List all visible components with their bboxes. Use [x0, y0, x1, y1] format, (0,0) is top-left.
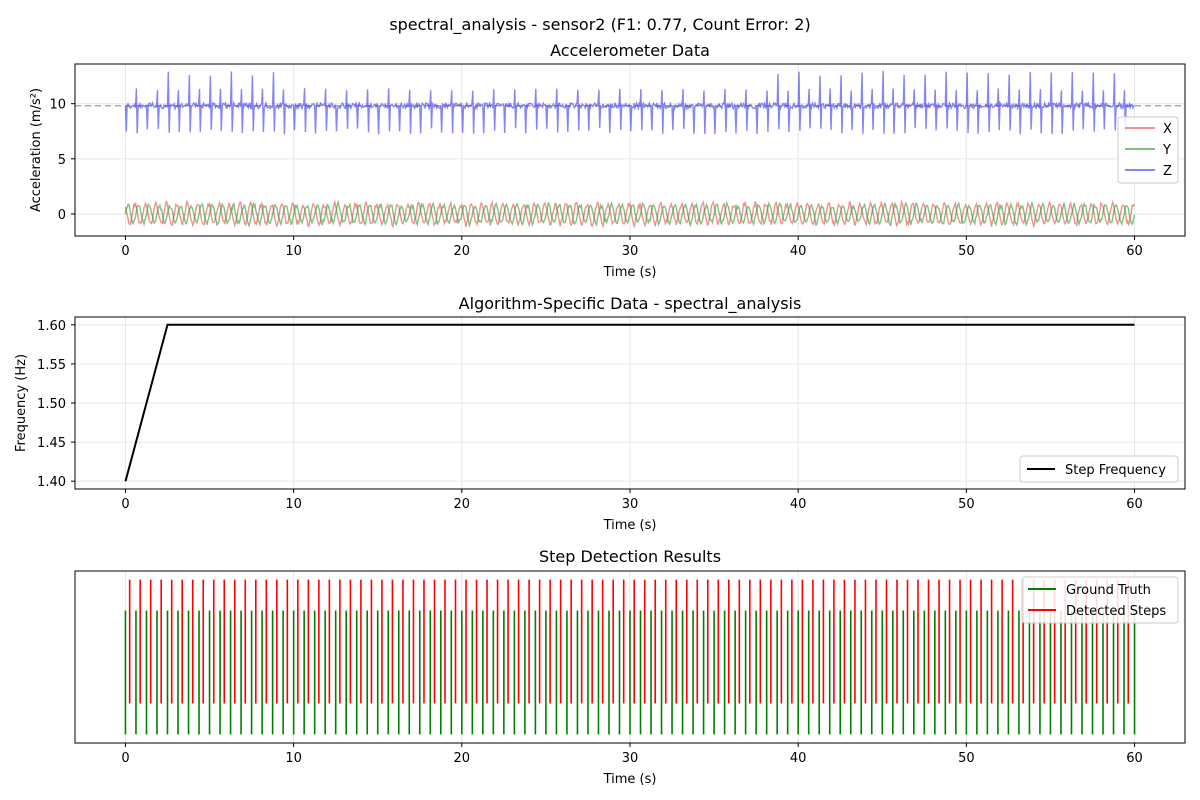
x-tick-label: 0 — [121, 497, 129, 512]
frequency-xlabel: Time (s) — [603, 518, 657, 533]
y-tick-label: 1.60 — [37, 319, 66, 334]
y-tick-label: 1.40 — [37, 475, 66, 490]
y-axis-signal — [124, 199, 1136, 229]
x-tick-label: 40 — [790, 244, 807, 259]
x-tick-label: 30 — [622, 751, 639, 766]
x-tick-label: 0 — [121, 751, 129, 766]
step-detection-legend: Ground Truth Detected Steps — [1021, 576, 1179, 624]
y-tick-label: 0 — [58, 208, 66, 223]
frequency-panel: Algorithm-Specific Data - spectral_analy… — [14, 294, 1186, 533]
x-tick-label: 10 — [285, 497, 302, 512]
step-detection-title: Step Detection Results — [539, 547, 721, 566]
frequency-legend: Step Frequency — [1019, 455, 1179, 483]
y-tick-label: 1.55 — [37, 358, 66, 373]
x-tick-label: 10 — [285, 751, 302, 766]
z-axis-signal — [124, 70, 1135, 135]
frequency-legend-box — [1019, 455, 1179, 483]
step-frequency-line — [124, 323, 1135, 482]
step-detection-xlabel: Time (s) — [603, 772, 657, 787]
y-tick-label: 1.45 — [37, 436, 66, 451]
step-detection-legend-box — [1021, 576, 1179, 624]
accelerometer-panel: Accelerometer Data 0 10 20 30 40 50 60 0 5 10 Tim… — [29, 41, 1186, 280]
y-tick-label: 10 — [49, 98, 66, 113]
step-detection-panel: Step Detection Results 0 10 20 30 40 50 60 Tim… — [74, 547, 1186, 787]
x-tick-label: 20 — [454, 751, 471, 766]
x-tick-label: 30 — [622, 244, 639, 259]
frequency-title: Algorithm-Specific Data - spectral_analy… — [459, 294, 802, 314]
x-tick-label: 60 — [1126, 244, 1143, 259]
legend-label-z: Z — [1163, 164, 1172, 179]
x-tick-label: 20 — [454, 497, 471, 512]
accelerometer-title: Accelerometer Data — [550, 41, 710, 60]
x-tick-label: 60 — [1126, 751, 1143, 766]
legend-label-ground-truth: Ground Truth — [1066, 583, 1151, 598]
x-tick-label: 50 — [958, 751, 975, 766]
y-tick-label: 5 — [58, 153, 66, 168]
legend-label-x: X — [1163, 122, 1172, 137]
accelerometer-xlabel: Time (s) — [603, 265, 657, 280]
x-tick-label: 40 — [790, 751, 807, 766]
x-tick-label: 0 — [121, 244, 129, 259]
legend-label-detected-steps: Detected Steps — [1066, 604, 1166, 619]
y-tick-label: 1.50 — [37, 397, 66, 412]
x-tick-label: 40 — [790, 497, 807, 512]
legend-label-step-frequency: Step Frequency — [1065, 463, 1166, 478]
x-tick-label: 30 — [622, 497, 639, 512]
frequency-ylabel: Frequency (Hz) — [14, 354, 29, 452]
figure-suptitle: spectral_analysis - sensor2 (F1: 0.77, C… — [389, 15, 810, 35]
accelerometer-ylabel: Acceleration (m/s²) — [29, 88, 44, 212]
x-tick-label: 10 — [285, 244, 302, 259]
accelerometer-legend: X Y Z — [1117, 116, 1179, 184]
x-tick-label: 60 — [1126, 497, 1143, 512]
x-tick-label: 50 — [958, 497, 975, 512]
x-axis-signal — [124, 199, 1136, 229]
x-tick-label: 20 — [454, 244, 471, 259]
legend-label-y: Y — [1162, 143, 1171, 158]
x-tick-label: 50 — [958, 244, 975, 259]
